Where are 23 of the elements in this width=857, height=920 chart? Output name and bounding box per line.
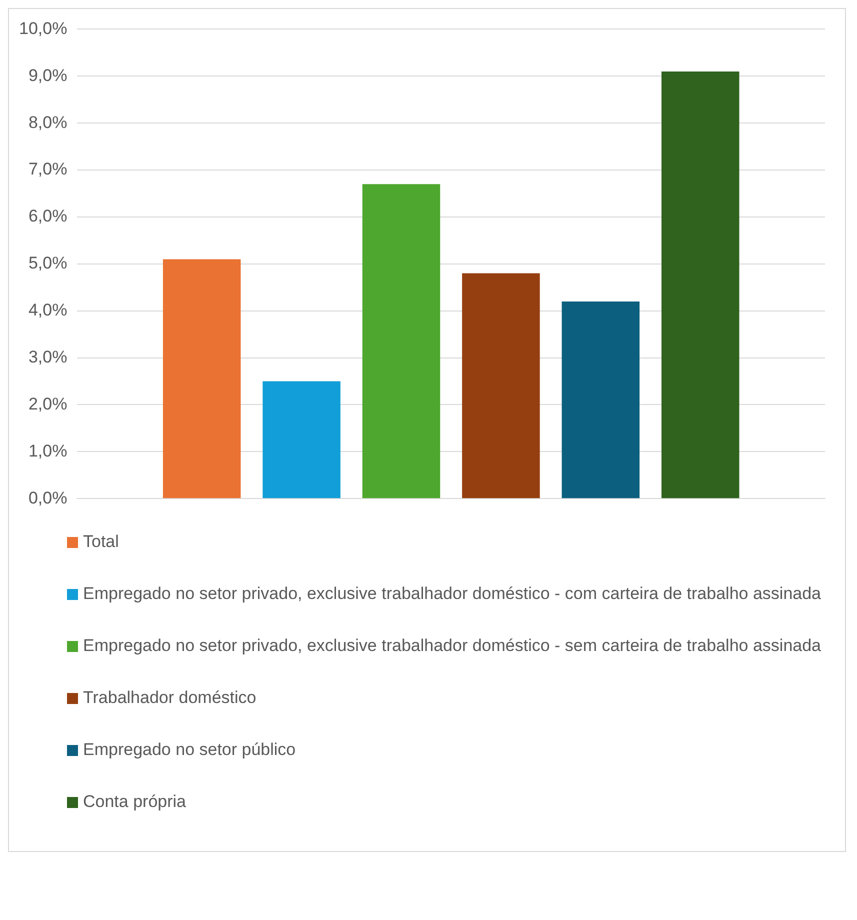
legend-label: Trabalhador doméstico: [83, 687, 256, 709]
y-tick-label: 4,0%: [28, 300, 68, 320]
y-tick-label: 0,0%: [28, 488, 68, 508]
y-tick-label: 5,0%: [28, 254, 68, 273]
y-tick-label: 2,0%: [28, 394, 68, 414]
y-tick-label: 9,0%: [28, 66, 68, 85]
bar: [462, 273, 540, 498]
y-tick-label: 3,0%: [28, 347, 68, 366]
y-tick-label: 7,0%: [28, 160, 68, 179]
legend-label: Conta própria: [83, 791, 186, 813]
y-tick-label: 1,0%: [28, 441, 68, 460]
bar: [262, 381, 340, 498]
bar: [661, 71, 740, 498]
legend-label: Empregado no setor privado, exclusive trabalhador doméstico - sem carteira de trabalho assinada: [83, 635, 822, 657]
bar: [362, 184, 440, 498]
y-tick-label: 6,0%: [28, 206, 68, 226]
y-tick-label: 8,0%: [28, 112, 68, 132]
legend-label: Total: [83, 531, 119, 553]
y-tick-label: 10,0%: [19, 18, 68, 38]
legend-label: Empregado no setor privado, exclusive trabalhador doméstico - com carteira de trabalho assinada: [83, 583, 822, 605]
bar: [562, 301, 640, 498]
bar: [162, 259, 241, 498]
legend-label: Empregado no setor público: [83, 739, 296, 761]
